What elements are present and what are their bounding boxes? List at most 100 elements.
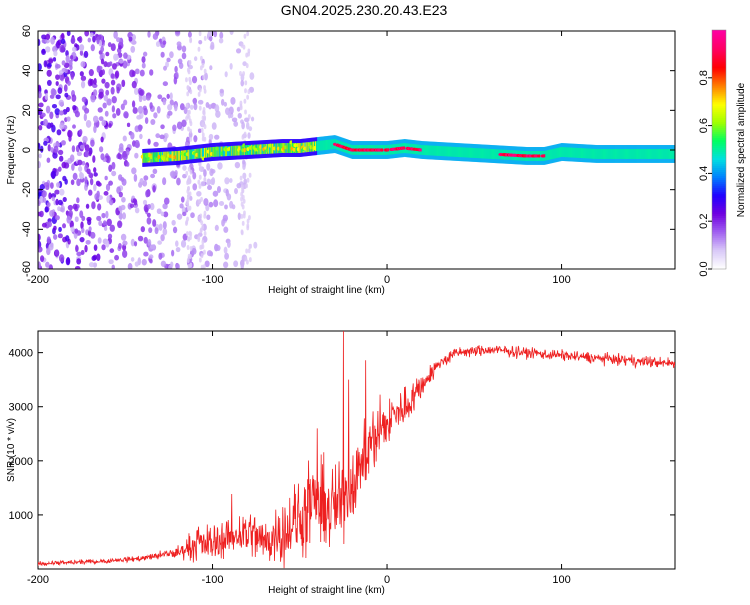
ridge-cell	[605, 149, 607, 159]
noise-cell	[187, 166, 191, 172]
ridge-cell	[491, 149, 494, 159]
noise-cell	[175, 246, 181, 253]
noise-cell	[88, 69, 94, 77]
noise-cell	[49, 209, 55, 217]
noise-cell	[80, 221, 84, 230]
ridge-cell	[588, 148, 590, 159]
noise-cell	[186, 258, 190, 264]
noise-cell	[147, 31, 151, 38]
noise-cell	[74, 216, 79, 223]
colorbar-step	[712, 205, 726, 208]
noise-cell	[71, 145, 76, 153]
noise-cell	[198, 174, 202, 180]
colorbar-step	[712, 157, 726, 161]
colorbar-step	[712, 43, 726, 47]
noise-cell	[109, 224, 115, 232]
noise-cell	[59, 155, 64, 162]
noise-cell	[119, 143, 124, 151]
noise-cell	[198, 87, 202, 93]
ridge-cell	[287, 143, 290, 153]
ridge-cell	[606, 149, 608, 159]
noise-cell	[98, 116, 104, 121]
noise-cell	[207, 31, 213, 37]
colorbar-step	[712, 93, 726, 97]
ridge-cell	[260, 144, 263, 155]
colorbar-step	[712, 63, 726, 67]
noise-cell	[243, 178, 248, 185]
ridge-cell	[603, 149, 606, 159]
noise-cell	[139, 178, 144, 186]
ridge-cell	[654, 149, 656, 159]
noise-cell	[54, 215, 60, 221]
noise-cell	[160, 234, 165, 242]
noise-cell	[65, 106, 70, 113]
noise-cell	[180, 196, 185, 203]
colorbar-step	[712, 155, 726, 159]
noise-cell	[120, 177, 125, 182]
ridge-cell	[597, 149, 600, 159]
noise-cell	[106, 98, 112, 106]
noise-cell	[246, 94, 250, 100]
ridge-cell	[153, 152, 156, 163]
ridge-cell	[472, 147, 474, 158]
noise-cell	[188, 64, 193, 70]
noise-cell	[142, 199, 148, 206]
colorbar-step	[712, 257, 726, 260]
noise-cell	[118, 59, 124, 64]
noise-cell	[214, 104, 220, 113]
ridge-cell	[200, 148, 203, 159]
ridge-cell	[445, 146, 448, 157]
noise-cell	[130, 257, 135, 262]
ridge-cell	[583, 148, 585, 159]
noise-cell	[96, 253, 101, 261]
noise-cell	[88, 226, 92, 232]
noise-cell	[150, 119, 156, 126]
noise-cell	[50, 193, 57, 199]
noise-cell	[142, 51, 148, 57]
colorbar-step	[712, 169, 726, 173]
noise-cell	[122, 60, 128, 69]
colorbar-step	[712, 203, 726, 206]
ridge-cell	[665, 149, 668, 159]
ridge-cell	[443, 146, 446, 157]
ridge-cell	[328, 139, 331, 150]
noise-cell	[158, 252, 163, 260]
noise-cell	[54, 108, 60, 116]
noise-cell	[244, 80, 248, 86]
noise-cell	[111, 161, 116, 170]
noise-cell	[186, 91, 190, 97]
ridge-cell	[613, 149, 616, 159]
ridge-cell	[199, 148, 202, 159]
noise-cell	[58, 110, 64, 116]
noise-cell	[43, 60, 47, 68]
x-tick-label: 0	[384, 574, 390, 586]
noise-cell	[118, 243, 122, 250]
ridge-cell	[611, 149, 613, 159]
noise-cell	[180, 239, 187, 248]
noise-cell	[67, 80, 71, 86]
noise-cell	[198, 183, 202, 189]
noise-cell	[189, 104, 194, 110]
noise-cell	[136, 115, 142, 120]
noise-cell	[45, 33, 51, 40]
colorbar-step	[712, 189, 726, 192]
colorbar-step	[712, 233, 726, 236]
noise-cell	[89, 32, 94, 38]
noise-cell	[165, 61, 169, 68]
ridge-cell	[427, 145, 429, 156]
noise-cell	[134, 207, 140, 214]
colorbar-tick-label: 0.0	[698, 261, 710, 276]
noise-cell	[122, 249, 128, 258]
ridge-cell	[299, 143, 301, 153]
colorbar-step	[712, 161, 726, 165]
noise-cell	[87, 219, 92, 226]
noise-cell	[206, 250, 213, 257]
noise-cell	[123, 99, 128, 106]
noise-cell	[38, 102, 44, 108]
noise-cell	[81, 227, 85, 234]
colorbar-step	[712, 267, 726, 270]
noise-cell	[198, 166, 202, 172]
noise-cell	[198, 31, 202, 37]
noise-cell	[200, 264, 204, 269]
colorbar-step	[712, 225, 726, 228]
